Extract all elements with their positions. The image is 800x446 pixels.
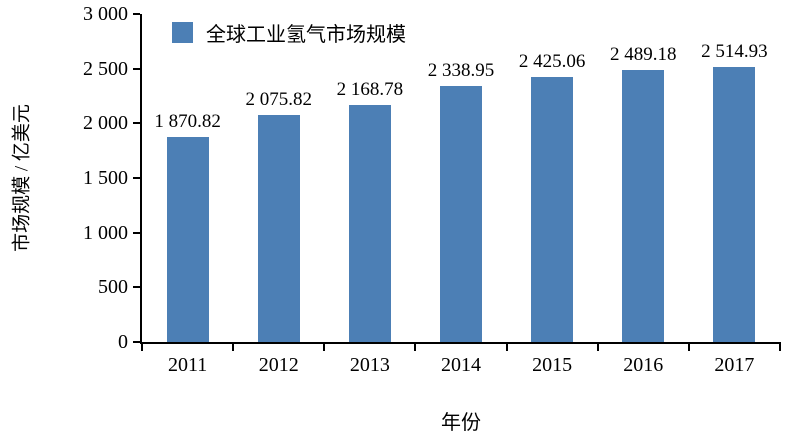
bar (257, 115, 300, 342)
x-tick-label: 2017 (714, 354, 755, 376)
x-tick-mark (323, 342, 326, 351)
x-tick-label: 2014 (440, 354, 481, 376)
x-tick-label: 2011 (167, 354, 208, 376)
y-tick-label: 2 500 (83, 57, 128, 80)
bar (348, 104, 391, 342)
x-tick-mark (779, 342, 781, 351)
y-tick-mark (133, 286, 140, 289)
bar-value-label: 2 338.95 (427, 60, 495, 82)
x-tick-label: 2016 (623, 354, 664, 376)
bar (531, 76, 574, 342)
plot-area: 全球工业氢气市场规模 0 500 1 000 1 500 2 000 2 500 3 000… (83, 3, 781, 376)
y-tick-mark (133, 13, 140, 15)
y-tick-mark (133, 231, 140, 234)
bar-value-label: 2 168.78 (336, 78, 404, 100)
x-tick-mark (141, 342, 143, 351)
bar (166, 137, 209, 342)
x-tick-label: 2013 (349, 354, 390, 376)
bar-value-label: 2 075.82 (245, 89, 312, 111)
y-tick-mark (133, 177, 140, 179)
y-tick-mark (133, 341, 140, 343)
x-tick-mark (505, 342, 508, 351)
legend-label: 全球工业氢气市场规模 (206, 24, 406, 46)
x-tick-mark (687, 342, 690, 351)
bar-value-label: 2 425.06 (518, 50, 586, 72)
bar-value-label: 2 489.18 (610, 43, 677, 65)
bar-value-label: 2 514.93 (701, 41, 768, 63)
bar (440, 86, 482, 342)
x-tick-label: 2012 (258, 354, 299, 376)
x-tick-mark (232, 342, 235, 351)
bar (622, 69, 665, 342)
x-tick-mark (414, 342, 417, 351)
y-tick-label: 500 (98, 276, 128, 299)
y-tick-label: 0 (118, 331, 128, 353)
legend: 全球工业氢气市场规模 (172, 18, 406, 47)
y-tick-label: 1 000 (83, 221, 128, 244)
y-tick-mark (133, 122, 140, 125)
y-tick-label: 3 000 (83, 3, 128, 25)
y-axis-title: 市场规模 / 亿美元 (11, 104, 33, 252)
bar (713, 67, 756, 342)
y-tick-label: 2 000 (83, 112, 128, 135)
x-tick-label: 2015 (532, 354, 573, 376)
bar-value-label: 1 870.82 (154, 111, 221, 133)
x-tick-mark (596, 342, 599, 351)
y-tick-label: 1 500 (83, 167, 128, 189)
legend-swatch (172, 22, 193, 43)
y-tick-mark (133, 67, 140, 70)
x-axis-title: 年份 (441, 412, 481, 434)
